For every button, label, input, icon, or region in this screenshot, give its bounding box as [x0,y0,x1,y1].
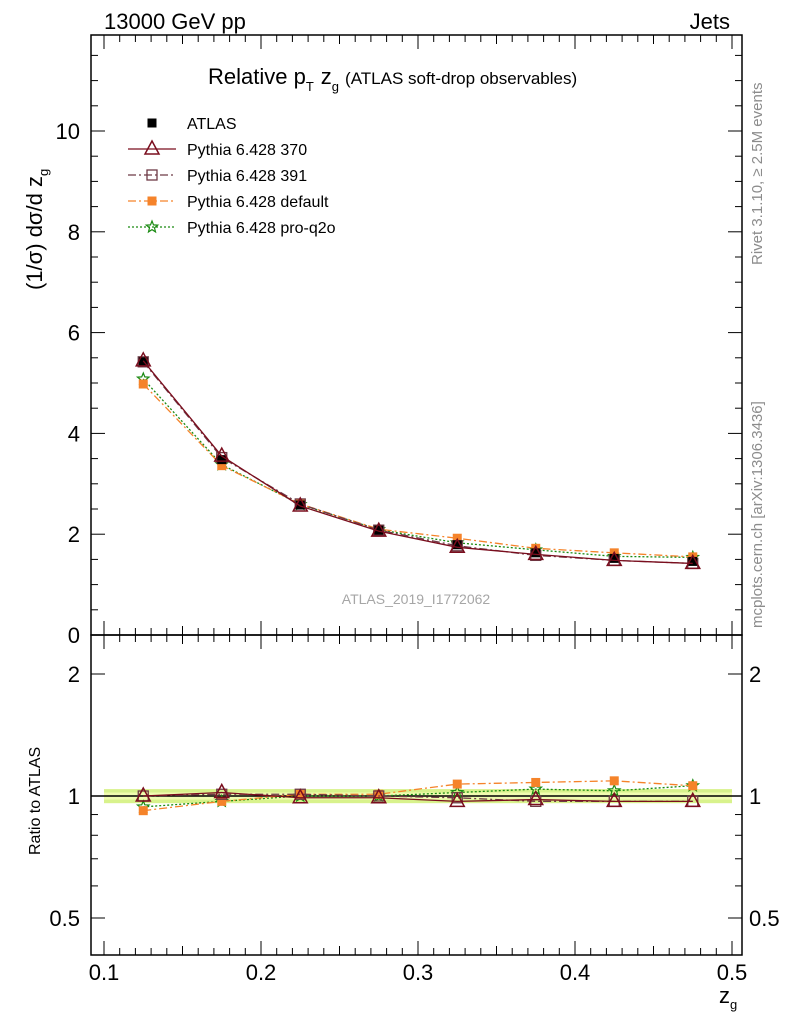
title-paren: (ATLAS soft-drop observables) [345,69,577,88]
legend-label-p391: Pythia 6.428 391 [187,168,307,185]
title-sub-t: T [306,79,314,94]
ratio-point-pdefault [295,789,305,799]
main-ytick-label: 0 [68,623,80,648]
ratio-panel: 0.5 0.5 1 1 2 2 0.1 0.2 0.3 0.4 0.5 [49,634,780,985]
main-point-p370 [134,351,152,367]
plot-title: Relative pT zg (ATLAS soft-drop observable… [208,64,577,94]
xlabel: zg [719,983,737,1012]
ratio-series-line-p391 [143,793,693,803]
main-ytick-label: 8 [68,220,80,245]
main-point-pdefault [217,461,227,471]
ratio-ytick-label: 1 [68,784,80,809]
main-point-p370 [684,553,702,570]
legend-marker-data [147,118,157,128]
legend-marker-p391 [146,169,158,181]
ratio-ytick-label-right: 1 [749,784,761,809]
ratio-frame [90,634,743,956]
xtick-label: 0.3 [403,960,434,985]
xlabel-sub: g [730,997,737,1012]
legend-label-pproq2o: Pythia 6.428 pro-q2o [187,220,336,237]
legend-marker-pdefault [147,196,157,206]
main-ylabel-text: (1/σ) dσ/d z [22,176,47,290]
main-ytick-label: 10 [56,119,80,144]
ratio-ytick-label: 0.5 [49,906,80,931]
main-point-p370 [527,544,545,561]
ratio-point-pproq2o [449,784,465,799]
main-point-pdefault [531,543,541,553]
ratio-point-p370 [448,791,466,808]
ratio-point-pdefault [217,796,227,806]
main-point-p370 [291,496,309,512]
ratio-point-pdefault [452,779,462,789]
main-point-data [531,548,541,558]
legend-marker-p370 [143,139,161,155]
main-point-data [374,525,384,535]
ratio-ytick-label-right: 2 [749,662,761,687]
ratio-ylabel: Ratio to ATLAS [27,747,44,855]
main-point-p370 [213,446,231,462]
main-ylabel-sub: g [36,169,51,176]
title-z: z [321,64,332,89]
legend-marker-pproq2o [144,219,160,234]
header-left: 13000 GeV pp [104,9,246,34]
main-point-data [688,556,698,566]
main-panel: 0 2 4 6 8 10 [56,34,743,648]
ratio-point-p370 [291,788,309,804]
main-point-pdefault [138,379,148,389]
xtick-label: 0.1 [89,960,120,985]
ratio-point-pdefault [531,777,541,787]
legend-label-data: ATLAS [187,116,237,133]
main-ytick-label: 6 [68,321,80,346]
ratio-point-p370 [213,782,231,799]
title-sub-g: g [332,79,339,94]
ratio-point-pdefault [138,806,148,816]
ratio-point-p370 [684,791,702,808]
legend-label-pdefault: Pythia 6.428 default [187,194,329,211]
legend-label-p370: Pythia 6.428 370 [187,142,307,159]
xtick-label: 0.5 [717,960,748,985]
analysis-watermark: ATLAS_2019_I1772062 [342,591,491,607]
main-series-line-p391 [142,361,693,565]
ratio-point-p370 [527,789,545,806]
ratio-point-pdefault [609,776,619,786]
title-main: Relative p [208,64,306,89]
rivet-label: Rivet 3.1.10, ≥ 2.5M events [749,83,766,266]
main-series-line-p370 [142,360,693,565]
main-point-p370 [605,550,623,567]
ratio-point-pdefault [374,789,384,799]
legend: ATLAS Pythia 6.428 370 Pythia 6.428 391 Pyt… [128,116,336,237]
main-series-line-pdefault [142,383,693,558]
ratio-point-p370 [134,786,152,802]
ratio-series-line-p370 [143,791,693,803]
xtick-label: 0.4 [560,960,591,985]
main-point-data [452,540,462,550]
xtick-label: 0.2 [246,960,277,985]
ratio-series-line-pdefault [143,780,693,812]
main-ytick-label: 2 [68,522,80,547]
ratio-point-p370 [370,788,388,804]
xlabel-text: z [719,983,730,1008]
main-ylabel: (1/σ) dσ/d zg [22,169,51,290]
main-point-p370 [370,521,388,537]
main-ytick-label: 4 [68,421,80,446]
main-point-data [609,553,619,563]
ratio-point-pdefault [688,781,698,791]
header-right: Jets [690,9,730,34]
ratio-ytick-label-right: 0.5 [749,906,780,931]
mcplots-label: mcplots.cern.ch [arXiv:1306.3436] [749,401,766,628]
main-point-data [217,455,227,465]
ratio-point-p370 [605,791,623,808]
main-point-p370 [448,537,466,554]
main-point-data [295,500,305,510]
ratio-ytick-label: 2 [68,662,80,687]
